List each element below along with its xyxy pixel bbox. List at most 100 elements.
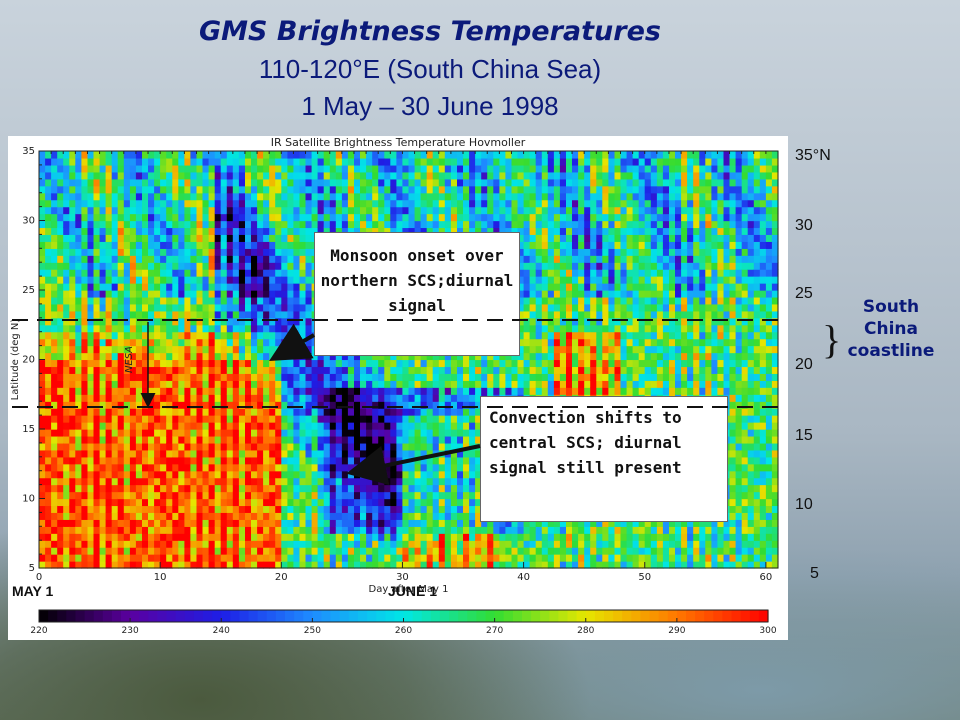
heatmap-cell [281, 540, 288, 548]
heatmap-cell [63, 449, 70, 458]
heatmap-cell [93, 491, 101, 500]
heatmap-cell [269, 429, 276, 437]
heatmap-cell [154, 408, 161, 416]
heatmap-cell [305, 484, 313, 493]
heatmap-cell [69, 463, 76, 472]
heatmap-cell [263, 366, 270, 374]
heatmap-cell [347, 387, 355, 395]
heatmap-cell [123, 192, 131, 201]
heatmap-cell [541, 519, 549, 527]
heatmap-cell [214, 345, 222, 354]
heatmap-cell [142, 554, 149, 562]
heatmap-cell [329, 554, 337, 562]
heatmap-cell [251, 463, 258, 472]
heatmap-cell [414, 227, 422, 235]
heatmap-cell [39, 429, 46, 437]
heatmap-cell [408, 394, 416, 402]
heatmap-cell [293, 380, 301, 388]
heatmap-cell [463, 158, 470, 166]
heatmap-cell [372, 213, 379, 222]
heatmap-cell [117, 449, 125, 458]
heatmap-cell [341, 206, 349, 215]
heatmap-cell [263, 164, 270, 173]
heatmap-cell [81, 352, 89, 361]
heatmap-cell [275, 310, 282, 319]
heatmap-cell [226, 345, 234, 354]
heatmap-cell [190, 422, 198, 430]
heatmap-cell [323, 422, 331, 430]
heatmap-cell [135, 442, 143, 451]
heatmap-cell [366, 164, 373, 173]
heatmap-cell [69, 158, 76, 166]
heatmap-cell [305, 151, 313, 159]
heatmap-cell [450, 540, 458, 548]
heatmap-cell [257, 505, 264, 513]
heatmap-cell [493, 178, 500, 187]
heatmap-cell [166, 276, 173, 284]
heatmap-cell [269, 345, 276, 354]
heatmap-cell [57, 227, 64, 235]
heatmap-cell [148, 442, 155, 451]
heatmap-cell [275, 554, 282, 562]
heatmap-cell [69, 491, 76, 500]
heatmap-cell [335, 192, 343, 201]
heatmap-cell [469, 199, 476, 208]
heatmap-cell [39, 220, 46, 229]
heatmap-cell [317, 436, 325, 444]
heatmap-cell [178, 366, 185, 374]
heatmap-cell [263, 484, 270, 493]
heatmap-cell [414, 206, 422, 215]
heatmap-cell [208, 151, 216, 159]
heatmap-cell [135, 331, 143, 340]
heatmap-cell [154, 324, 161, 333]
heatmap-cell [160, 415, 167, 423]
heatmap-cell [190, 331, 198, 340]
heatmap-cell [111, 554, 119, 562]
heatmap-cell [438, 533, 446, 541]
heatmap-cell [287, 213, 295, 222]
heatmap-cell [499, 554, 507, 562]
heatmap-cell [444, 456, 452, 465]
heatmap-cell [105, 269, 113, 277]
heatmap-cell [75, 470, 82, 479]
heatmap-cell [481, 561, 488, 569]
heatmap-cell [87, 324, 95, 333]
heatmap-cell [129, 164, 137, 173]
heatmap-cell [347, 477, 355, 486]
heatmap-cell [469, 554, 476, 562]
heatmap-cell [117, 519, 125, 527]
heatmap-cell [414, 554, 422, 562]
heatmap-cell [311, 463, 319, 472]
heatmap-cell [347, 359, 355, 368]
heatmap-cell [184, 456, 192, 465]
heatmap-cell [323, 359, 331, 368]
heatmap-cell [299, 380, 307, 388]
heatmap-cell [196, 241, 204, 249]
heatmap-cell [208, 415, 216, 423]
heatmap-cell [257, 442, 264, 451]
heatmap-cell [105, 164, 113, 173]
heatmap-cell [341, 220, 349, 229]
heatmap-cell [87, 380, 95, 388]
heatmap-cell [444, 352, 452, 361]
heatmap-cell [463, 484, 470, 493]
hovmoller-panel: IR Satellite Brightness Temperature Hovm… [8, 136, 788, 640]
heatmap-cell [505, 164, 513, 173]
heatmap-cell [341, 387, 349, 395]
heatmap-cell [341, 512, 349, 520]
heatmap-cell [457, 401, 464, 409]
heatmap-cell [457, 192, 464, 201]
heatmap-cell [402, 463, 410, 472]
heatmap-cell [347, 429, 355, 437]
heatmap-cell [190, 540, 198, 548]
heatmap-cell [57, 526, 64, 534]
heatmap-cell [202, 436, 210, 444]
heatmap-cell [463, 498, 470, 507]
heatmap-cell [135, 526, 143, 534]
heatmap-cell [63, 262, 70, 270]
heatmap-cell [269, 352, 276, 361]
heatmap-cell [75, 234, 82, 242]
heatmap-cell [263, 213, 270, 222]
heatmap-cell [426, 470, 434, 479]
heatmap-cell [238, 540, 246, 548]
